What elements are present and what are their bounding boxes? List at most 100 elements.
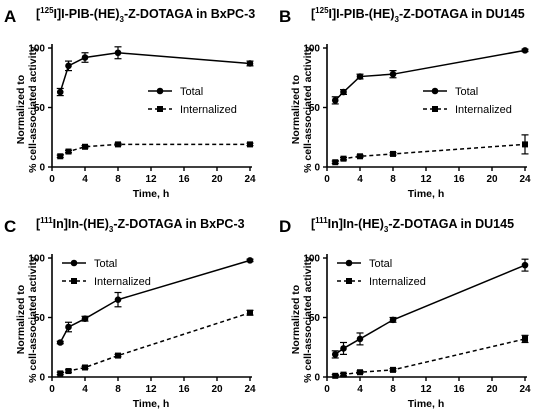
data-point — [331, 97, 339, 104]
legend-marker — [156, 87, 164, 95]
y-axis-label-line: Normalized to — [290, 285, 302, 354]
title-part: I]I-PIB-(HE) — [54, 7, 120, 21]
series-line — [335, 338, 526, 377]
y-tick-label: 100 — [28, 254, 45, 265]
x-tick-label: 16 — [178, 174, 190, 185]
y-tick-label: 100 — [303, 44, 320, 55]
title-superscript: 125 — [40, 6, 54, 15]
x-tick-label: 0 — [324, 174, 330, 185]
x-tick-label: 4 — [357, 174, 363, 185]
data-point — [340, 371, 347, 378]
y-tick-label: 50 — [309, 313, 321, 324]
x-tick-label: 0 — [49, 384, 55, 395]
y-axis-label-line: % cell-associated activity — [302, 46, 314, 173]
title-subscript: 3 — [395, 15, 400, 24]
title-part: [ — [36, 217, 41, 231]
panel-b: B [125I]I-PIB-(HE)3-Z-DOTAGA in DU145 0 4 8 1… — [275, 0, 550, 209]
title-part: [ — [311, 217, 316, 231]
data-point — [356, 73, 364, 80]
x-tick-label: 12 — [420, 384, 432, 395]
data-point — [331, 351, 339, 358]
data-point — [246, 60, 254, 67]
x-axis-label: Time, h — [408, 188, 445, 200]
series-internalized — [56, 141, 254, 160]
series-line — [334, 143, 526, 163]
y-axis-label: Normalized to% cell-associated activity — [15, 46, 39, 173]
chart-svg: B [125I]I-PIB-(HE)3-Z-DOTAGA in DU145 0 4 8 1… — [279, 6, 531, 200]
title-part: In]In-(HE) — [328, 217, 384, 231]
series-internalized — [56, 309, 254, 377]
legend-label: Total — [180, 86, 203, 98]
data-point — [522, 141, 528, 148]
data-point — [56, 339, 64, 346]
y-tick-label: 50 — [34, 103, 46, 114]
x-tick-label: 16 — [178, 384, 190, 395]
y-tick-label: 50 — [309, 103, 321, 114]
x-tick-label: 16 — [453, 384, 465, 395]
series-total — [331, 47, 529, 105]
data-point — [521, 47, 529, 54]
data-point — [340, 88, 347, 96]
chart-svg: D [111In]In-(HE)3-Z-DOTAGA in DU145 0 4 8 12 1… — [279, 216, 531, 410]
data-point — [521, 261, 529, 269]
x-axis-label: Time, h — [133, 188, 170, 200]
y-axis-label-line: % cell-associated activity — [27, 46, 39, 173]
y-axis-label-line: % cell-associated activity — [302, 256, 314, 383]
legend-marker — [157, 106, 163, 112]
title-subscript: 3 — [120, 15, 125, 24]
y-axis-label: Normalized to% cell-associated activity — [290, 46, 314, 173]
x-tick-label: 4 — [82, 174, 88, 185]
data-point — [57, 153, 64, 160]
y-axis-label: Normalized to% cell-associated activity — [15, 256, 39, 383]
y-axis-label-line: Normalized to — [290, 75, 302, 144]
y-axis-label-line: % cell-associated activity — [27, 256, 39, 383]
x-tick-label: 20 — [486, 384, 498, 395]
legend-label: Internalized — [94, 276, 151, 288]
y-axis-label: Normalized to% cell-associated activity — [290, 256, 314, 383]
title-part: I]I-PIB-(HE) — [329, 7, 395, 21]
legend-marker — [346, 278, 352, 284]
title-part: -Z-DOTAGA in BxPC-3 — [124, 7, 255, 21]
y-tick-label: 100 — [303, 254, 320, 265]
x-tick-label: 4 — [82, 384, 88, 395]
x-tick-label: 8 — [115, 174, 121, 185]
panel-title: [125I]I-PIB-(HE)3-Z-DOTAGA in DU145 — [311, 6, 525, 24]
chart-svg: A [125I]I-PIB-(HE)3-Z-DOTAGA in BxPC-3 0 4 8… — [4, 6, 256, 200]
y-axis-label-line: Normalized to — [15, 75, 27, 144]
title-part: In]In-(HE) — [53, 217, 109, 231]
data-point — [332, 372, 339, 379]
series-line — [59, 143, 250, 157]
chart-svg: C [111In]In-(HE)3-Z-DOTAGA in BxPC-3 0 4 8 12… — [4, 216, 256, 410]
x-tick-label: 20 — [486, 174, 498, 185]
title-part: -Z-DOTAGA in DU145 — [388, 217, 514, 231]
data-point — [57, 370, 64, 377]
title-part: [ — [311, 7, 316, 21]
title-superscript: 111 — [40, 216, 53, 225]
series-line — [59, 52, 251, 93]
legend-label: Total — [369, 258, 392, 270]
data-point — [356, 335, 364, 343]
data-point — [340, 345, 347, 352]
panel-title: [111In]In-(HE)3-Z-DOTAGA in BxPC-3 — [36, 216, 245, 234]
y-tick-label: 0 — [314, 373, 320, 384]
data-point — [390, 150, 396, 157]
data-point — [82, 364, 88, 371]
title-subscript: 3 — [109, 225, 114, 234]
legend-label: Internalized — [455, 104, 512, 116]
x-tick-label: 8 — [390, 174, 396, 185]
y-tick-label: 100 — [28, 44, 45, 55]
legend-marker — [431, 87, 439, 95]
data-point — [357, 369, 363, 376]
data-point — [81, 315, 89, 322]
series-line — [59, 259, 251, 343]
title-part: [ — [36, 7, 41, 21]
x-tick-label: 24 — [519, 384, 531, 395]
x-tick-label: 16 — [453, 174, 465, 185]
series-total — [56, 257, 254, 346]
data-point — [65, 323, 72, 331]
data-point — [247, 141, 253, 148]
panel-c: C [111In]In-(HE)3-Z-DOTAGA in BxPC-3 0 4 8 12… — [0, 210, 275, 419]
data-point — [247, 309, 253, 316]
x-tick-label: 24 — [244, 384, 256, 395]
